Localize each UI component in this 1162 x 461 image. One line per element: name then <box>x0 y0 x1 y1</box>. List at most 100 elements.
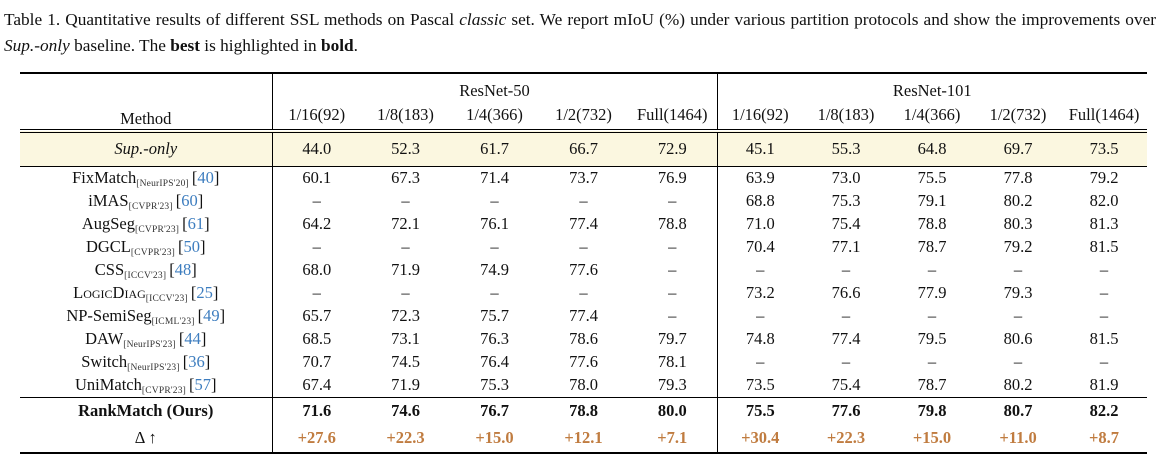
column-header-partition: 1/8(183) <box>361 100 450 133</box>
value-cell: 76.1 <box>480 214 509 234</box>
citation-link[interactable]: 49 <box>203 305 220 325</box>
value-cell: 74.9 <box>480 260 509 280</box>
value-cell: 81.9 <box>1061 373 1148 398</box>
value-cell: – <box>628 189 718 213</box>
method-cell: FixMatch[NeurIPS'20] [40] <box>20 166 273 190</box>
value-cell: – <box>841 352 851 372</box>
value-cell: 71.0 <box>745 214 775 234</box>
value-cell: 80.6 <box>1003 329 1033 349</box>
citation-link[interactable]: 36 <box>188 351 205 371</box>
value-cell: 67.3 <box>391 168 420 188</box>
value-cell: 79.2 <box>1003 237 1033 257</box>
value-cell: – <box>312 191 321 211</box>
value-cell: 79.8 <box>917 401 947 421</box>
value-cell: 79.5 <box>917 329 947 349</box>
value-cell: 81.5 <box>1089 329 1119 349</box>
value-cell: 69.7 <box>975 130 1062 167</box>
value-cell: 80.3 <box>1003 214 1033 234</box>
method-name: DGCL <box>85 236 131 256</box>
caption-bold-best: best <box>170 36 200 56</box>
value-cell: 78.7 <box>889 373 976 398</box>
value-cell: – <box>401 237 410 257</box>
citation-bracket: [ <box>175 190 182 210</box>
citation-link[interactable]: 61 <box>187 213 205 233</box>
column-header-partition: 1/16(92) <box>717 100 804 133</box>
method-row: FixMatch[NeurIPS'20] [40] 60.1 67.3 71.4 73.7… <box>20 166 1147 190</box>
value-cell: 76.9 <box>628 166 718 190</box>
value-cell: +15.0 <box>450 424 539 454</box>
method-cell: DAW[NeurIPS'23] [44] <box>20 327 273 351</box>
value-cell: 65.7 <box>302 306 332 326</box>
value-cell: 73.5 <box>717 373 804 398</box>
citation-bracket: ] <box>204 351 211 371</box>
citation-link[interactable]: 25 <box>196 282 213 302</box>
value-cell: – <box>628 258 718 282</box>
value-cell: 74.6 <box>391 401 420 421</box>
table-header: Method ResNet-50 ResNet-101 1/16(92) 1/8… <box>20 71 1148 133</box>
method-name: AugSeg <box>81 213 135 233</box>
venue-subscript: [NeurIPS'20] <box>136 178 189 189</box>
method-name: iMAS <box>88 190 129 210</box>
citation-bracket: ] <box>197 190 204 210</box>
venue-subscript: [NeurIPS'23] <box>123 339 176 350</box>
citation-bracket: [ <box>169 259 175 279</box>
value-cell: 79.3 <box>1003 283 1033 303</box>
venue-subscript: [NeurIPS'23] <box>127 362 180 373</box>
value-cell: 76.6 <box>831 283 861 303</box>
citation-bracket: [ <box>189 374 195 394</box>
citation-link[interactable]: 50 <box>183 236 201 256</box>
method-cell: LogicDiag[ICCV'23] [25] <box>20 281 273 305</box>
method-cell: DGCL[CVPR'23] [50] <box>20 235 273 259</box>
method-cell: iMAS[CVPR'23] [60] <box>20 189 273 213</box>
table-caption: Table 1. Quantitative results of differe… <box>0 0 1162 60</box>
value-cell: 68.5 <box>302 329 332 349</box>
value-cell: 75.3 <box>450 373 539 398</box>
value-cell: – <box>579 237 588 257</box>
citation-link[interactable]: 57 <box>194 374 212 394</box>
value-cell: 75.3 <box>831 191 861 211</box>
venue-subscript: [ICCV'23] <box>145 293 188 304</box>
column-header-method: Method <box>20 71 273 133</box>
value-cell: 75.7 <box>480 306 509 326</box>
value-cell: 72.3 <box>391 306 420 326</box>
value-cell: 73.7 <box>569 168 598 188</box>
citation-bracket: [ <box>191 167 198 187</box>
citation-ref: [57] <box>189 375 217 394</box>
value-cell: – <box>927 260 937 280</box>
method-row: iMAS[CVPR'23] [60] – – – – – 68.8 75.3 79.1 80.2 82… <box>20 189 1147 213</box>
citation-link[interactable]: 48 <box>174 259 192 279</box>
value-cell: – <box>756 260 765 280</box>
citation-ref: [25] <box>191 283 219 302</box>
method-cell: UniMatch[CVPR'23] [57] <box>20 373 273 398</box>
value-cell: – <box>628 304 718 328</box>
value-cell: – <box>927 306 937 326</box>
citation-ref: [40] <box>192 168 220 187</box>
method-row: AugSeg[CVPR'23] [61] 64.2 72.1 76.1 77.4 78.8 7… <box>20 212 1147 236</box>
value-cell: 75.4 <box>803 373 890 398</box>
value-cell: +8.7 <box>1061 424 1148 454</box>
value-cell: 45.1 <box>717 130 804 167</box>
citation-ref: [49] <box>198 306 226 325</box>
method-name: CSS <box>94 259 125 279</box>
value-cell: 77.4 <box>569 214 598 234</box>
method-name: DAW <box>85 328 124 348</box>
caption-text: Table 1. Quantitative results of differe… <box>4 10 460 29</box>
value-cell: 75.5 <box>745 401 775 421</box>
citation-link[interactable]: 60 <box>181 190 198 210</box>
value-cell: – <box>1099 283 1109 303</box>
value-cell: – <box>1099 260 1109 280</box>
citation-link[interactable]: 44 <box>184 328 201 348</box>
value-cell: 52.3 <box>361 130 450 167</box>
value-cell: – <box>1099 306 1109 326</box>
citation-bracket: ] <box>191 259 197 279</box>
value-cell: +7.1 <box>628 424 718 454</box>
value-cell: – <box>579 191 588 211</box>
value-cell: 70.7 <box>302 352 332 372</box>
value-cell: 55.3 <box>803 130 890 167</box>
citation-link[interactable]: 40 <box>197 167 214 187</box>
caption-italic-classic: classic <box>459 10 507 29</box>
column-header-partition: 1/2(732) <box>975 100 1062 133</box>
value-cell: 77.6 <box>831 401 861 421</box>
value-cell: 77.4 <box>569 306 598 326</box>
method-cell: RankMatch (Ours) <box>20 397 273 425</box>
